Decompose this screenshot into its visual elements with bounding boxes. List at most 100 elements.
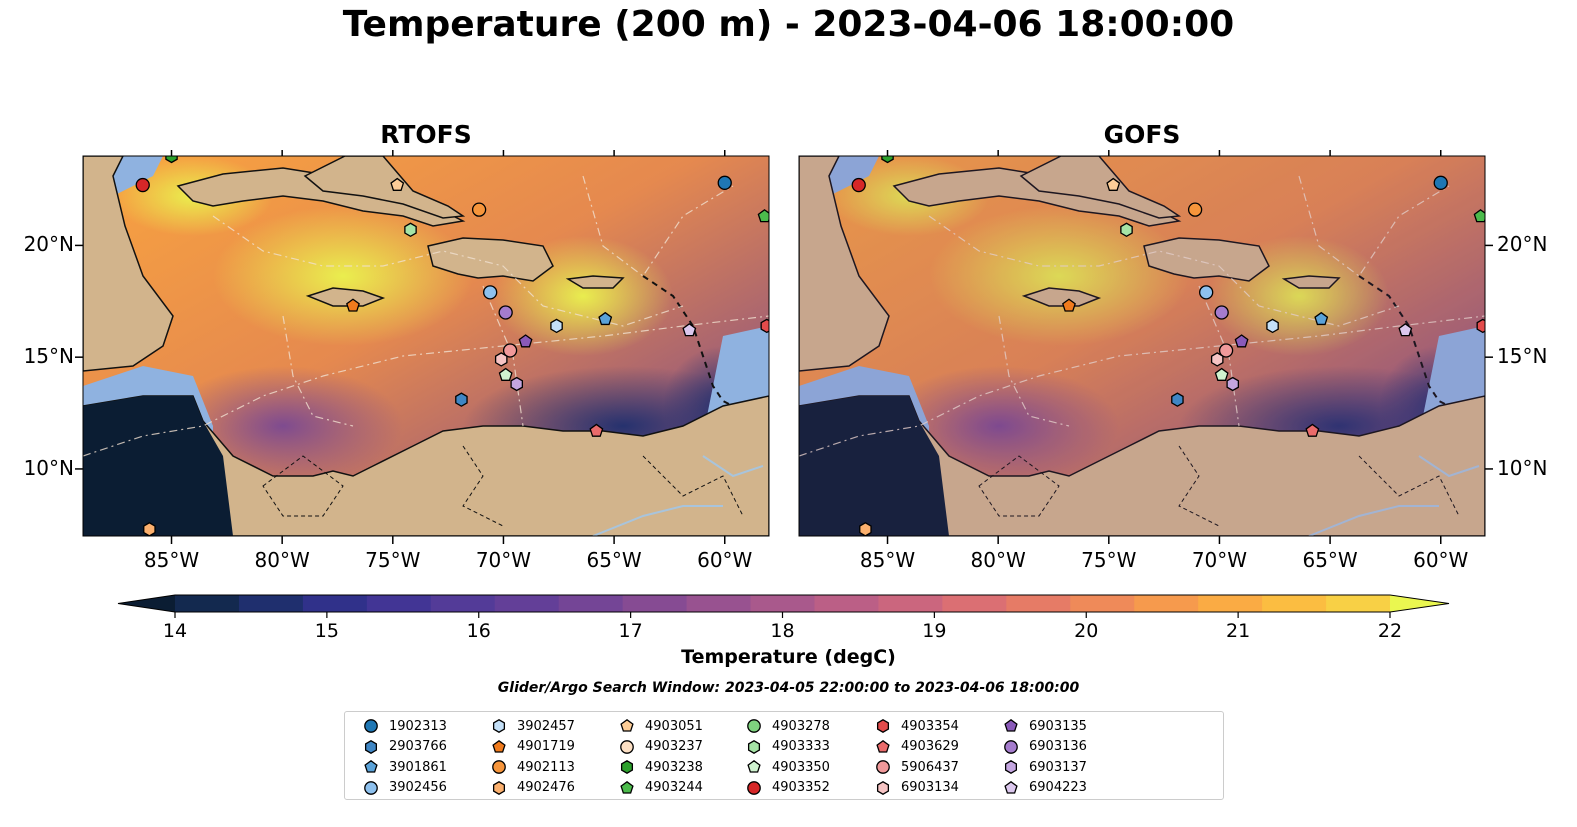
- colorbar-tick-label-6: 20: [1074, 620, 1098, 642]
- colorbar-segment-14: [1070, 595, 1135, 612]
- pentagon-marker-icon: [492, 739, 506, 753]
- legend-label: 4903333: [772, 739, 830, 754]
- legend-label: 4903051: [645, 718, 703, 734]
- float-marker-5906437-gofs: [1218, 343, 1234, 358]
- float-marker-4902476-gofs: [859, 522, 872, 536]
- colorbar-tick-label-8: 22: [1378, 620, 1402, 642]
- colorbar-segment-6: [558, 595, 624, 612]
- float-marker-4903238-gofs: [881, 156, 894, 164]
- map-panel-rtofs: [82, 155, 770, 537]
- legend-item-1902313: 1902313: [363, 716, 447, 736]
- float-marker-4903244-gofs: [1473, 209, 1485, 223]
- float-marker-4903354-rtofs: [760, 318, 769, 334]
- circle-marker-icon: [1004, 739, 1018, 754]
- legend-item-4902113: 4902113: [491, 757, 575, 777]
- pentagon-marker-icon: [1004, 780, 1018, 794]
- legend-item-2903766: 2903766: [363, 737, 447, 757]
- y-tick-label-rtofs-1: 15°N: [23, 344, 74, 369]
- x-tick-label-rtofs-3: 70°W: [475, 548, 532, 572]
- legend-item-4903350: 4903350: [746, 757, 830, 777]
- float-marker-3902457-rtofs: [550, 318, 563, 334]
- legend-label: 4902476: [517, 780, 575, 795]
- legend-item-4903244: 4903244: [619, 778, 703, 798]
- x-tick-label-gofs-3: 70°W: [1191, 548, 1248, 572]
- float-marker-2903766-rtofs: [455, 392, 468, 407]
- legend-label: 4903629: [901, 739, 959, 754]
- y-tick-label-gofs-2: 10°N: [1497, 455, 1548, 480]
- colorbar-segment-13: [1006, 595, 1071, 612]
- legend-item-4903629: 4903629: [875, 737, 959, 757]
- float-marker-6903134-rtofs: [494, 352, 508, 367]
- y-tick-label-rtofs-2: 10°N: [23, 455, 74, 480]
- pentagon-marker-icon: [620, 780, 634, 794]
- y-tick-label-gofs-1: 15°N: [1497, 344, 1548, 369]
- float-marker-4903244-rtofs: [757, 209, 769, 223]
- chart-title: Temperature (200 m) - 2023-04-06 18:00:0…: [342, 4, 1235, 45]
- float-marker-4903051-rtofs: [390, 177, 405, 191]
- colorbar-segment-10: [814, 595, 880, 612]
- x-tick-label-gofs-1: 80°W: [970, 548, 1026, 572]
- x-tick-label-rtofs-4: 65°W: [586, 548, 642, 572]
- legend-label: 3901861: [389, 759, 447, 775]
- float-marker-4901719-rtofs: [346, 298, 360, 312]
- float-marker-4903051-gofs: [1106, 177, 1121, 191]
- legend-label: 4903238: [645, 759, 703, 775]
- colorbar-label: Temperature (degC): [681, 646, 896, 668]
- float-marker-4903333-rtofs: [404, 222, 417, 238]
- colorbar-segment-7: [622, 595, 688, 612]
- legend-item-3901861: 3901861: [363, 757, 447, 777]
- legend-label: 6904223: [1029, 780, 1087, 795]
- pentagon-marker-icon: [1004, 718, 1018, 732]
- colorbar-segment-18: [1326, 595, 1391, 612]
- float-marker-3901861-rtofs: [598, 311, 613, 326]
- circle-marker-icon: [364, 719, 378, 733]
- hexagon-marker-icon: [620, 760, 634, 774]
- x-tick-label-rtofs-2: 75°W: [365, 548, 421, 572]
- colorbar-segment-3: [366, 595, 432, 612]
- legend: 1902313 2903766 3901861 3902456 3902457 49017…: [344, 711, 1224, 800]
- legend-item-3902457: 3902457: [491, 716, 575, 736]
- legend-label: 2903766: [389, 739, 447, 754]
- x-tick-label-gofs-5: 60°W: [1413, 548, 1469, 572]
- colorbar-segment-1: [238, 595, 304, 612]
- colorbar-tick-label-3: 17: [619, 620, 643, 642]
- legend-item-4903237: 4903237: [619, 737, 703, 757]
- x-tick-label-gofs-4: 65°W: [1302, 548, 1358, 572]
- legend-item-6903135: 6903135: [1003, 716, 1087, 736]
- float-marker-3902456-gofs: [1199, 285, 1214, 300]
- float-marker-4903354-gofs: [1476, 318, 1485, 334]
- float-marker-3902457-gofs: [1266, 318, 1279, 334]
- pentagon-marker-icon: [747, 759, 761, 773]
- float-marker-6904223-rtofs: [682, 323, 697, 337]
- colorbar-tick-label-7: 21: [1226, 620, 1250, 642]
- pentagon-marker-icon: [620, 718, 634, 732]
- hexagon-marker-icon: [364, 739, 378, 754]
- float-marker-6903135-gofs: [1234, 334, 1249, 348]
- float-marker-4903350-rtofs: [498, 367, 513, 381]
- colorbar-segment-0: [175, 595, 240, 612]
- colorbar-tick-label-1: 15: [315, 620, 339, 642]
- legend-item-6904223: 6904223: [1003, 778, 1087, 798]
- float-marker-4902113-rtofs: [471, 202, 487, 217]
- legend-item-4903051: 4903051: [619, 716, 703, 736]
- colorbar-segment-15: [1134, 595, 1199, 612]
- legend-item-5906437: 5906437: [875, 757, 959, 777]
- legend-label: 4903350: [772, 759, 830, 775]
- float-marker-4903352-gofs: [851, 177, 866, 193]
- legend-label: 6903136: [1029, 739, 1087, 754]
- legend-item-4901719: 4901719: [491, 737, 575, 757]
- float-marker-1902313-gofs: [1433, 175, 1448, 190]
- float-marker-4903350-gofs: [1214, 367, 1229, 381]
- float-marker-4903629-rtofs: [589, 423, 604, 437]
- panel-title-gofs: GOFS: [1103, 120, 1181, 149]
- legend-item-4903278: 4903278: [746, 716, 830, 736]
- legend-item-6903136: 6903136: [1003, 737, 1087, 757]
- hexagon-marker-icon: [876, 719, 890, 733]
- circle-marker-icon: [620, 739, 634, 754]
- colorbar-segment-2: [302, 595, 368, 612]
- colorbar-segment-5: [494, 595, 560, 612]
- colorbar-segment-8: [686, 595, 752, 612]
- legend-label: 4903354: [901, 718, 959, 734]
- colorbar: 14 15 16 17 18 19 20 21 22: [117, 594, 1450, 642]
- colorbar-segment-12: [942, 595, 1007, 612]
